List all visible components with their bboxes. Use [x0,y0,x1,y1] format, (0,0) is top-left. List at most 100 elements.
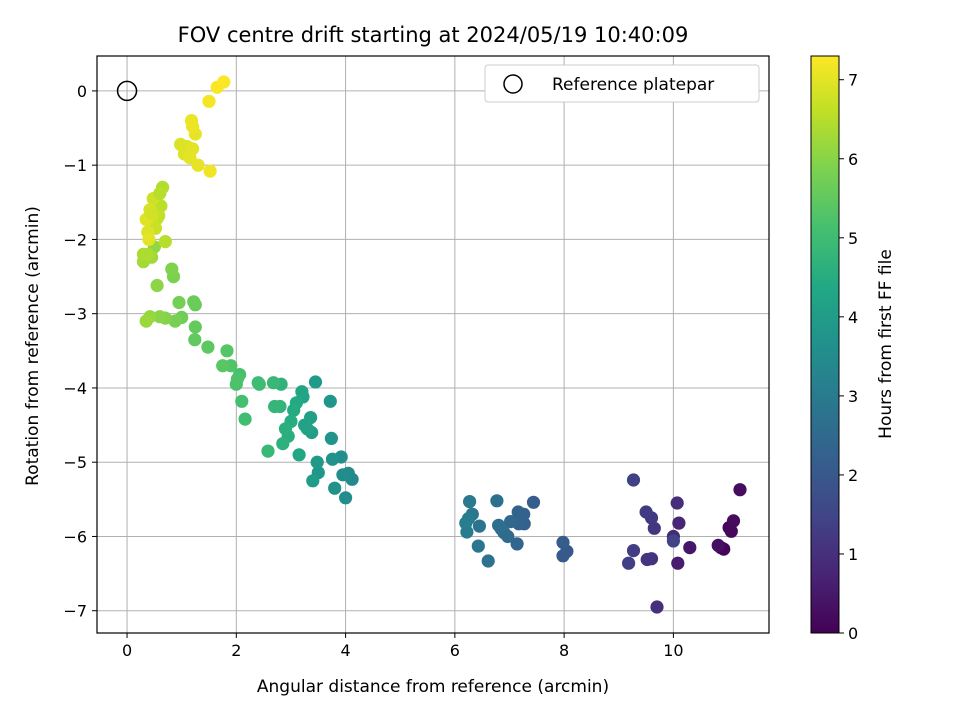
data-point [145,206,159,220]
y-tick-label: −2 [63,230,87,249]
data-point [640,552,654,567]
data-point [683,541,697,555]
plot-frame [96,55,770,634]
data-point [504,515,518,529]
data-point [328,481,342,495]
data-point [310,455,324,469]
data-point [295,385,309,399]
legend-entry-label: Reference platepar [552,75,714,95]
data-point [672,516,686,530]
data-point [153,186,167,200]
data-point [306,474,320,488]
y-tick-label: −4 [63,379,87,398]
y-tick-label: −5 [63,453,87,472]
data-point [670,496,684,510]
data-point [336,468,350,482]
data-point [142,232,156,246]
colorbar-tick-label: 5 [848,229,858,248]
data-point [490,494,504,508]
data-point [191,158,205,172]
legend: Reference platepar [484,64,760,103]
data-point [203,164,217,178]
data-point [459,516,473,530]
colorbar-label: Hours from first FF file [876,249,896,439]
colorbar-tick-label: 2 [848,466,858,485]
data-point [726,514,741,528]
data-point [666,534,681,548]
data-point [261,444,275,458]
data-point [556,549,570,563]
data-point [172,295,186,310]
data-point [287,403,301,417]
data-point [292,448,306,462]
data-point [526,495,541,509]
colorbar [810,55,840,634]
chart-title: FOV centre drift starting at 2024/05/19 … [178,23,689,47]
colorbar-tick-label: 7 [848,71,858,90]
colorbar-tick-label: 4 [848,308,858,327]
y-tick-label: 0 [77,82,87,101]
data-point [230,372,244,386]
data-point [186,142,200,156]
colorbar-ticks: 0 1 2 3 4 5 6 7 [839,71,858,643]
data-point [324,431,338,445]
x-axis-ticks: 0 2 4 6 8 10 [122,633,684,660]
data-point [492,518,506,532]
data-point [186,119,200,134]
data-point [278,422,293,436]
data-point [220,344,234,358]
data-point [626,544,641,558]
data-point [298,418,312,432]
data-point [463,495,477,509]
x-axis-label: Angular distance from reference (arcmin) [257,677,609,697]
reference-marker [116,80,138,102]
data-point [339,491,353,505]
y-tick-label: −6 [63,527,87,546]
data-point [235,394,249,408]
data-point [158,235,172,249]
y-tick-label: −7 [63,602,87,621]
data-point [639,505,653,519]
data-point [201,340,215,354]
y-axis-ticks: 0 −1 −2 −3 −4 −5 −6 −7 [63,82,97,621]
data-point [733,483,747,497]
legend-marker [503,74,523,94]
data-point [188,333,202,347]
data-point [622,556,636,570]
data-point [165,262,179,276]
data-point [308,375,323,389]
y-axis-label: Rotation from reference (arcmin) [23,206,43,486]
data-point [217,75,231,89]
data-point [202,94,216,108]
x-tick-label: 2 [231,641,241,660]
scatter-points [136,75,747,614]
colorbar-tick-label: 3 [848,387,858,406]
data-point [511,505,525,519]
data-point [216,359,230,373]
data-point [671,556,685,570]
colorbar-tick-label: 1 [848,545,858,564]
y-tick-label: −3 [63,305,87,324]
data-point [251,376,265,390]
data-point [238,412,252,426]
x-tick-label: 10 [663,641,683,660]
data-point [153,310,167,324]
data-point [188,320,202,334]
data-point [724,524,738,538]
data-point [141,247,155,261]
data-point [510,537,524,551]
x-tick-label: 0 [122,641,132,660]
y-tick-label: −1 [63,156,87,175]
data-point [268,399,282,414]
legend-box [484,64,760,103]
data-point [481,554,495,568]
data-point [325,452,340,466]
colorbar-tick-label: 6 [848,150,858,169]
data-point [650,600,664,614]
data-point [471,539,485,553]
data-point [139,314,153,328]
colorbar-tick-label: 0 [848,624,858,643]
data-point [187,295,201,309]
data-point [150,278,164,293]
